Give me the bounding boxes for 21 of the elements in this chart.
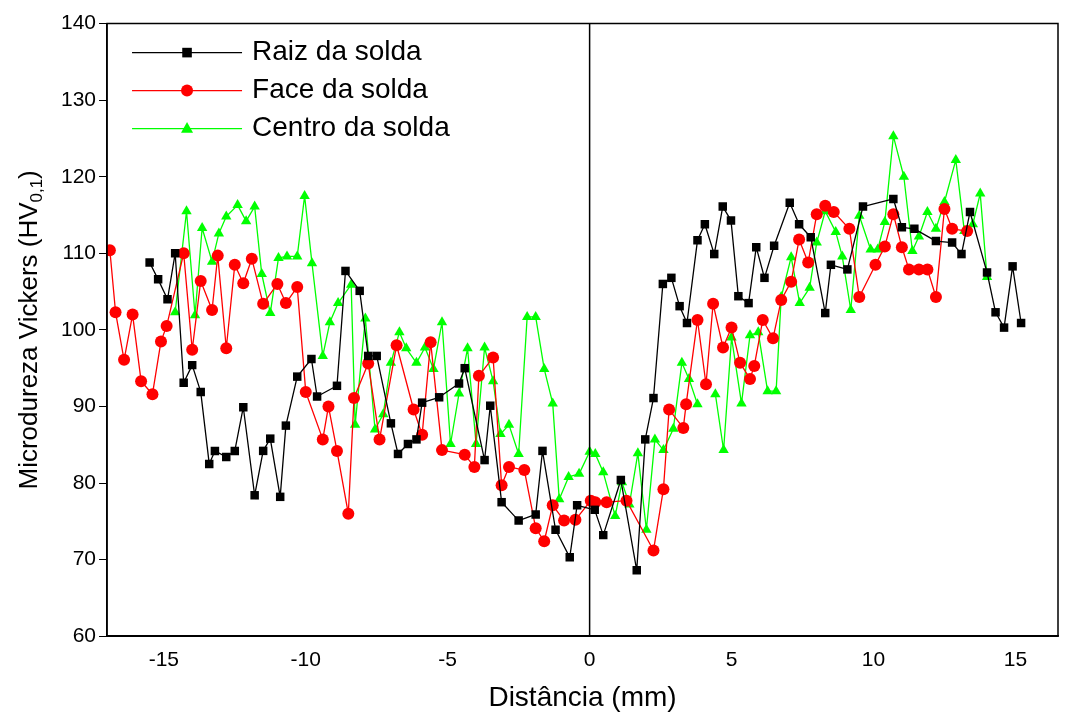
y-axis-title: Microdureza Vickers (HV0,1) [13, 170, 47, 490]
x-axis-title: Distância (mm) [488, 680, 677, 712]
x-tick-label: 10 [861, 646, 886, 670]
y-tick-label: 110 [62, 240, 97, 264]
y-tick-label: 140 [60, 10, 97, 34]
x-tick-label: -15 [148, 646, 179, 670]
x-tick-label: -10 [290, 646, 321, 670]
y-tick-label: 120 [60, 163, 97, 187]
x-tick-label: -5 [438, 646, 458, 670]
x-tick-label: 5 [725, 646, 738, 670]
x-tick-label: 15 [1003, 646, 1028, 670]
y-tick-label: 60 [72, 623, 97, 646]
y-tick-label: 70 [72, 546, 97, 570]
y-tick-label: 90 [72, 393, 97, 417]
y-tick-label: 100 [60, 316, 97, 340]
x-tick-label: 0 [583, 646, 596, 670]
y-tick-label: 80 [72, 469, 97, 493]
legend-label: Face da solda [252, 73, 429, 105]
legend-label: Centro da solda [252, 111, 451, 143]
legend-label: Raiz da solda [252, 35, 423, 67]
y-tick-label: 130 [60, 86, 97, 110]
